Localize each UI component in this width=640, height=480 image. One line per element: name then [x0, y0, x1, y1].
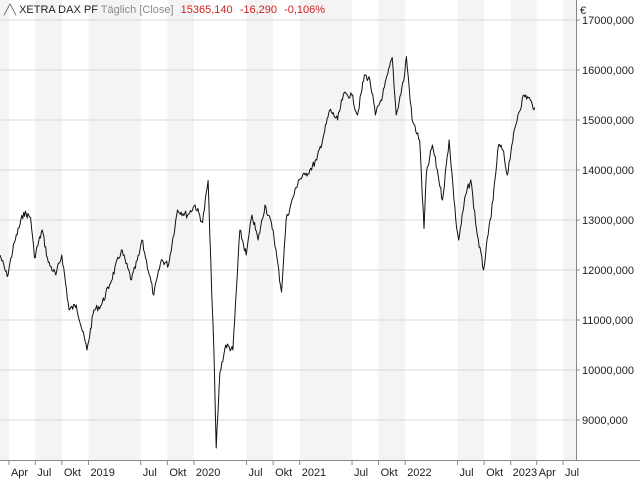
quarter-band	[35, 0, 62, 460]
x-tick-label: 2019	[90, 467, 114, 479]
quarter-band	[510, 0, 537, 460]
x-tick-label: 2021	[302, 467, 326, 479]
y-tick-label: 12000,000	[582, 265, 634, 277]
quarter-band	[0, 0, 9, 460]
interval-label: Täglich	[100, 4, 137, 16]
quarter-band	[378, 0, 406, 460]
x-tick-label: Jul	[354, 467, 368, 479]
x-tick-label: 2020	[196, 467, 220, 479]
currency-label: €	[580, 5, 586, 17]
plot-area	[0, 0, 576, 460]
quarter-band	[299, 0, 353, 460]
y-tick-label: 13000,000	[582, 215, 634, 227]
x-tick-label: Apr	[11, 467, 28, 479]
y-tick-label: 17000,000	[582, 15, 634, 27]
instrument-name: XETRA DAX PF	[19, 4, 98, 16]
quarter-band	[88, 0, 141, 460]
line-chart-icon[interactable]: ╱╲	[4, 5, 17, 16]
y-tick-label: 10000,000	[582, 365, 634, 377]
y-tick-label: 14000,000	[582, 165, 634, 177]
x-tick-label: 2022	[407, 467, 431, 479]
x-tick-label: Jul	[143, 467, 157, 479]
x-tick-label: Okt	[381, 467, 398, 479]
y-tick-label: 9000,000	[582, 415, 628, 427]
y-tick-label: 15000,000	[582, 115, 634, 127]
x-tick-label: Okt	[486, 467, 503, 479]
y-axis-panel	[576, 0, 640, 480]
x-tick-label: Okt	[169, 467, 186, 479]
price-type-label: [Close]	[139, 4, 174, 16]
price-line	[0, 56, 536, 449]
chart-header: ╱╲ XETRA DAX PF Täglich [Close] 15365,14…	[4, 3, 325, 18]
quarter-band	[457, 0, 485, 460]
last-price: 15365,140	[180, 4, 233, 16]
price-change-percent: -0,106%	[284, 4, 326, 16]
price-change: -16,290	[239, 4, 277, 16]
x-tick-label: Okt	[64, 467, 81, 479]
quarter-band	[562, 0, 576, 460]
y-tick-label: 11000,000	[582, 315, 633, 327]
x-tick-label: Apr	[539, 467, 556, 479]
quarter-band	[167, 0, 194, 460]
x-tick-label: Jul	[565, 467, 579, 479]
x-tick-label: Okt	[275, 467, 292, 479]
x-tick-label: Jul	[249, 467, 263, 479]
y-tick-label: 16000,000	[582, 65, 634, 77]
x-tick-label: Jul	[460, 467, 474, 479]
x-tick-label: Jul	[37, 467, 51, 479]
x-tick-label: 2023	[513, 467, 537, 479]
